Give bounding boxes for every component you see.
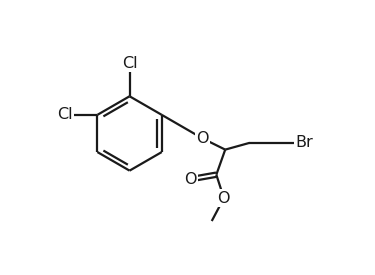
Text: Br: Br <box>295 135 313 150</box>
Text: O: O <box>217 191 230 206</box>
Text: O: O <box>196 131 208 146</box>
Text: Cl: Cl <box>122 56 137 71</box>
Text: O: O <box>184 172 196 187</box>
Text: Cl: Cl <box>57 107 73 122</box>
